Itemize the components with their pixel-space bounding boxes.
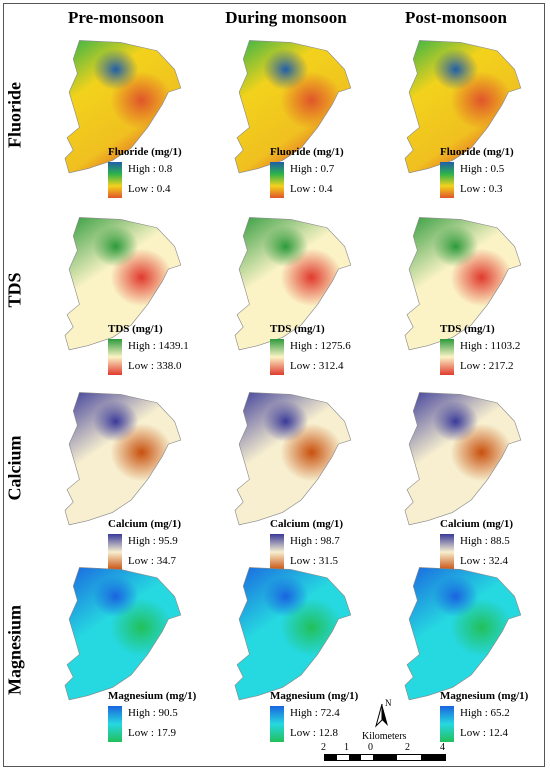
legend-low: Low : 312.4 bbox=[290, 360, 344, 372]
legend-color-bar bbox=[440, 534, 454, 570]
legend-calcium-3: Calcium (mg/1) High : 88.5 Low : 32.4 bbox=[440, 518, 546, 572]
column-title-during-monsoon: During monsoon bbox=[225, 8, 347, 27]
map-calcium-3 bbox=[378, 380, 550, 530]
legend-color-bar bbox=[108, 706, 122, 742]
legend-high: High : 90.5 bbox=[128, 707, 178, 719]
legend-title: Fluoride (mg/1) bbox=[440, 146, 514, 158]
legend-low: Low : 338.0 bbox=[128, 360, 182, 372]
scale-tick: 1 bbox=[344, 742, 349, 753]
scale-unit-label: Kilometers bbox=[362, 731, 407, 742]
scale-tick: 4 bbox=[440, 742, 445, 753]
map-tds-2 bbox=[208, 205, 384, 355]
legend-title: Magnesium (mg/1) bbox=[270, 690, 359, 702]
map-calcium-1 bbox=[38, 380, 214, 530]
row-title-magnesium: Magnesium bbox=[4, 605, 25, 695]
scale-tick: 2 bbox=[321, 742, 326, 753]
row-title-calcium: Calcium bbox=[4, 435, 25, 500]
legend-magnesium-2: Magnesium (mg/1) High : 72.4 Low : 12.8 bbox=[270, 690, 376, 744]
legend-color-bar bbox=[270, 162, 284, 198]
legend-title: Fluoride (mg/1) bbox=[108, 146, 182, 158]
north-arrow-icon: N bbox=[372, 698, 392, 730]
scale-tick: 0 bbox=[368, 742, 373, 753]
scale-tick: 2 bbox=[405, 742, 410, 753]
legend-color-bar bbox=[270, 706, 284, 742]
legend-fluoride-1: Fluoride (mg/1) High : 0.8 Low : 0.4 bbox=[108, 146, 214, 200]
legend-title: Calcium (mg/1) bbox=[270, 518, 344, 530]
legend-low: Low : 17.9 bbox=[128, 727, 176, 739]
legend-tds-2: TDS (mg/1) High : 1275.6 Low : 312.4 bbox=[270, 323, 376, 377]
legend-title: Fluoride (mg/1) bbox=[270, 146, 344, 158]
scale-bar: 2 1 0 2 4 bbox=[318, 742, 448, 764]
legend-calcium-2: Calcium (mg/1) High : 98.7 Low : 31.5 bbox=[270, 518, 376, 572]
legend-color-bar bbox=[108, 534, 122, 570]
legend-low: Low : 0.3 bbox=[460, 183, 503, 195]
legend-title: Calcium (mg/1) bbox=[440, 518, 514, 530]
map-magnesium-3 bbox=[378, 555, 550, 705]
map-fluoride-1 bbox=[38, 28, 214, 178]
row-title-tds: TDS bbox=[4, 272, 25, 308]
legend-low: Low : 12.8 bbox=[290, 727, 338, 739]
row-title-fluoride: Fluoride bbox=[4, 82, 25, 148]
legend-high: High : 0.7 bbox=[290, 163, 335, 175]
legend-high: High : 88.5 bbox=[460, 535, 510, 547]
legend-color-bar bbox=[440, 339, 454, 375]
legend-color-bar bbox=[440, 162, 454, 198]
map-calcium-2 bbox=[208, 380, 384, 530]
legend-high: High : 0.8 bbox=[128, 163, 173, 175]
legend-fluoride-2: Fluoride (mg/1) High : 0.7 Low : 0.4 bbox=[270, 146, 376, 200]
map-fluoride-2 bbox=[208, 28, 384, 178]
legend-high: High : 72.4 bbox=[290, 707, 340, 719]
legend-low: Low : 34.7 bbox=[128, 555, 176, 567]
north-label: N bbox=[385, 698, 392, 708]
legend-color-bar bbox=[270, 534, 284, 570]
legend-title: Calcium (mg/1) bbox=[108, 518, 182, 530]
legend-magnesium-3: Magnesium (mg/1) High : 65.2 Low : 12.4 bbox=[440, 690, 546, 744]
map-fluoride-3 bbox=[378, 28, 550, 178]
legend-low: Low : 32.4 bbox=[460, 555, 508, 567]
legend-color-bar bbox=[108, 162, 122, 198]
legend-low: Low : 0.4 bbox=[128, 183, 171, 195]
legend-high: High : 1103.2 bbox=[460, 340, 521, 352]
map-magnesium-1 bbox=[38, 555, 214, 705]
legend-low: Low : 31.5 bbox=[290, 555, 338, 567]
legend-high: High : 95.9 bbox=[128, 535, 178, 547]
column-title-post-monsoon: Post-monsoon bbox=[404, 8, 507, 27]
legend-tds-3: TDS (mg/1) High : 1103.2 Low : 217.2 bbox=[440, 323, 546, 377]
legend-low: Low : 0.4 bbox=[290, 183, 333, 195]
legend-high: High : 65.2 bbox=[460, 707, 510, 719]
legend-low: Low : 12.4 bbox=[460, 727, 508, 739]
legend-high: High : 98.7 bbox=[290, 535, 340, 547]
legend-tds-1: TDS (mg/1) High : 1439.1 Low : 338.0 bbox=[108, 323, 214, 377]
legend-title: TDS (mg/1) bbox=[270, 323, 325, 335]
map-tds-1 bbox=[38, 205, 214, 355]
legend-title: Magnesium (mg/1) bbox=[108, 690, 197, 702]
legend-color-bar bbox=[440, 706, 454, 742]
legend-title: Magnesium (mg/1) bbox=[440, 690, 529, 702]
legend-title: TDS (mg/1) bbox=[108, 323, 163, 335]
legend-title: TDS (mg/1) bbox=[440, 323, 495, 335]
column-title-pre-monsoon: Pre-monsoon bbox=[67, 8, 164, 27]
legend-fluoride-3: Fluoride (mg/1) High : 0.5 Low : 0.3 bbox=[440, 146, 546, 200]
legend-high: High : 1439.1 bbox=[128, 340, 189, 352]
map-magnesium-2 bbox=[208, 555, 384, 705]
legend-calcium-1: Calcium (mg/1) High : 95.9 Low : 34.7 bbox=[108, 518, 214, 572]
legend-high: High : 1275.6 bbox=[290, 340, 351, 352]
legend-high: High : 0.5 bbox=[460, 163, 505, 175]
map-tds-3 bbox=[378, 205, 550, 355]
legend-magnesium-1: Magnesium (mg/1) High : 90.5 Low : 17.9 bbox=[108, 690, 214, 744]
legend-color-bar bbox=[108, 339, 122, 375]
legend-color-bar bbox=[270, 339, 284, 375]
figure-frame bbox=[3, 3, 545, 767]
legend-low: Low : 217.2 bbox=[460, 360, 514, 372]
